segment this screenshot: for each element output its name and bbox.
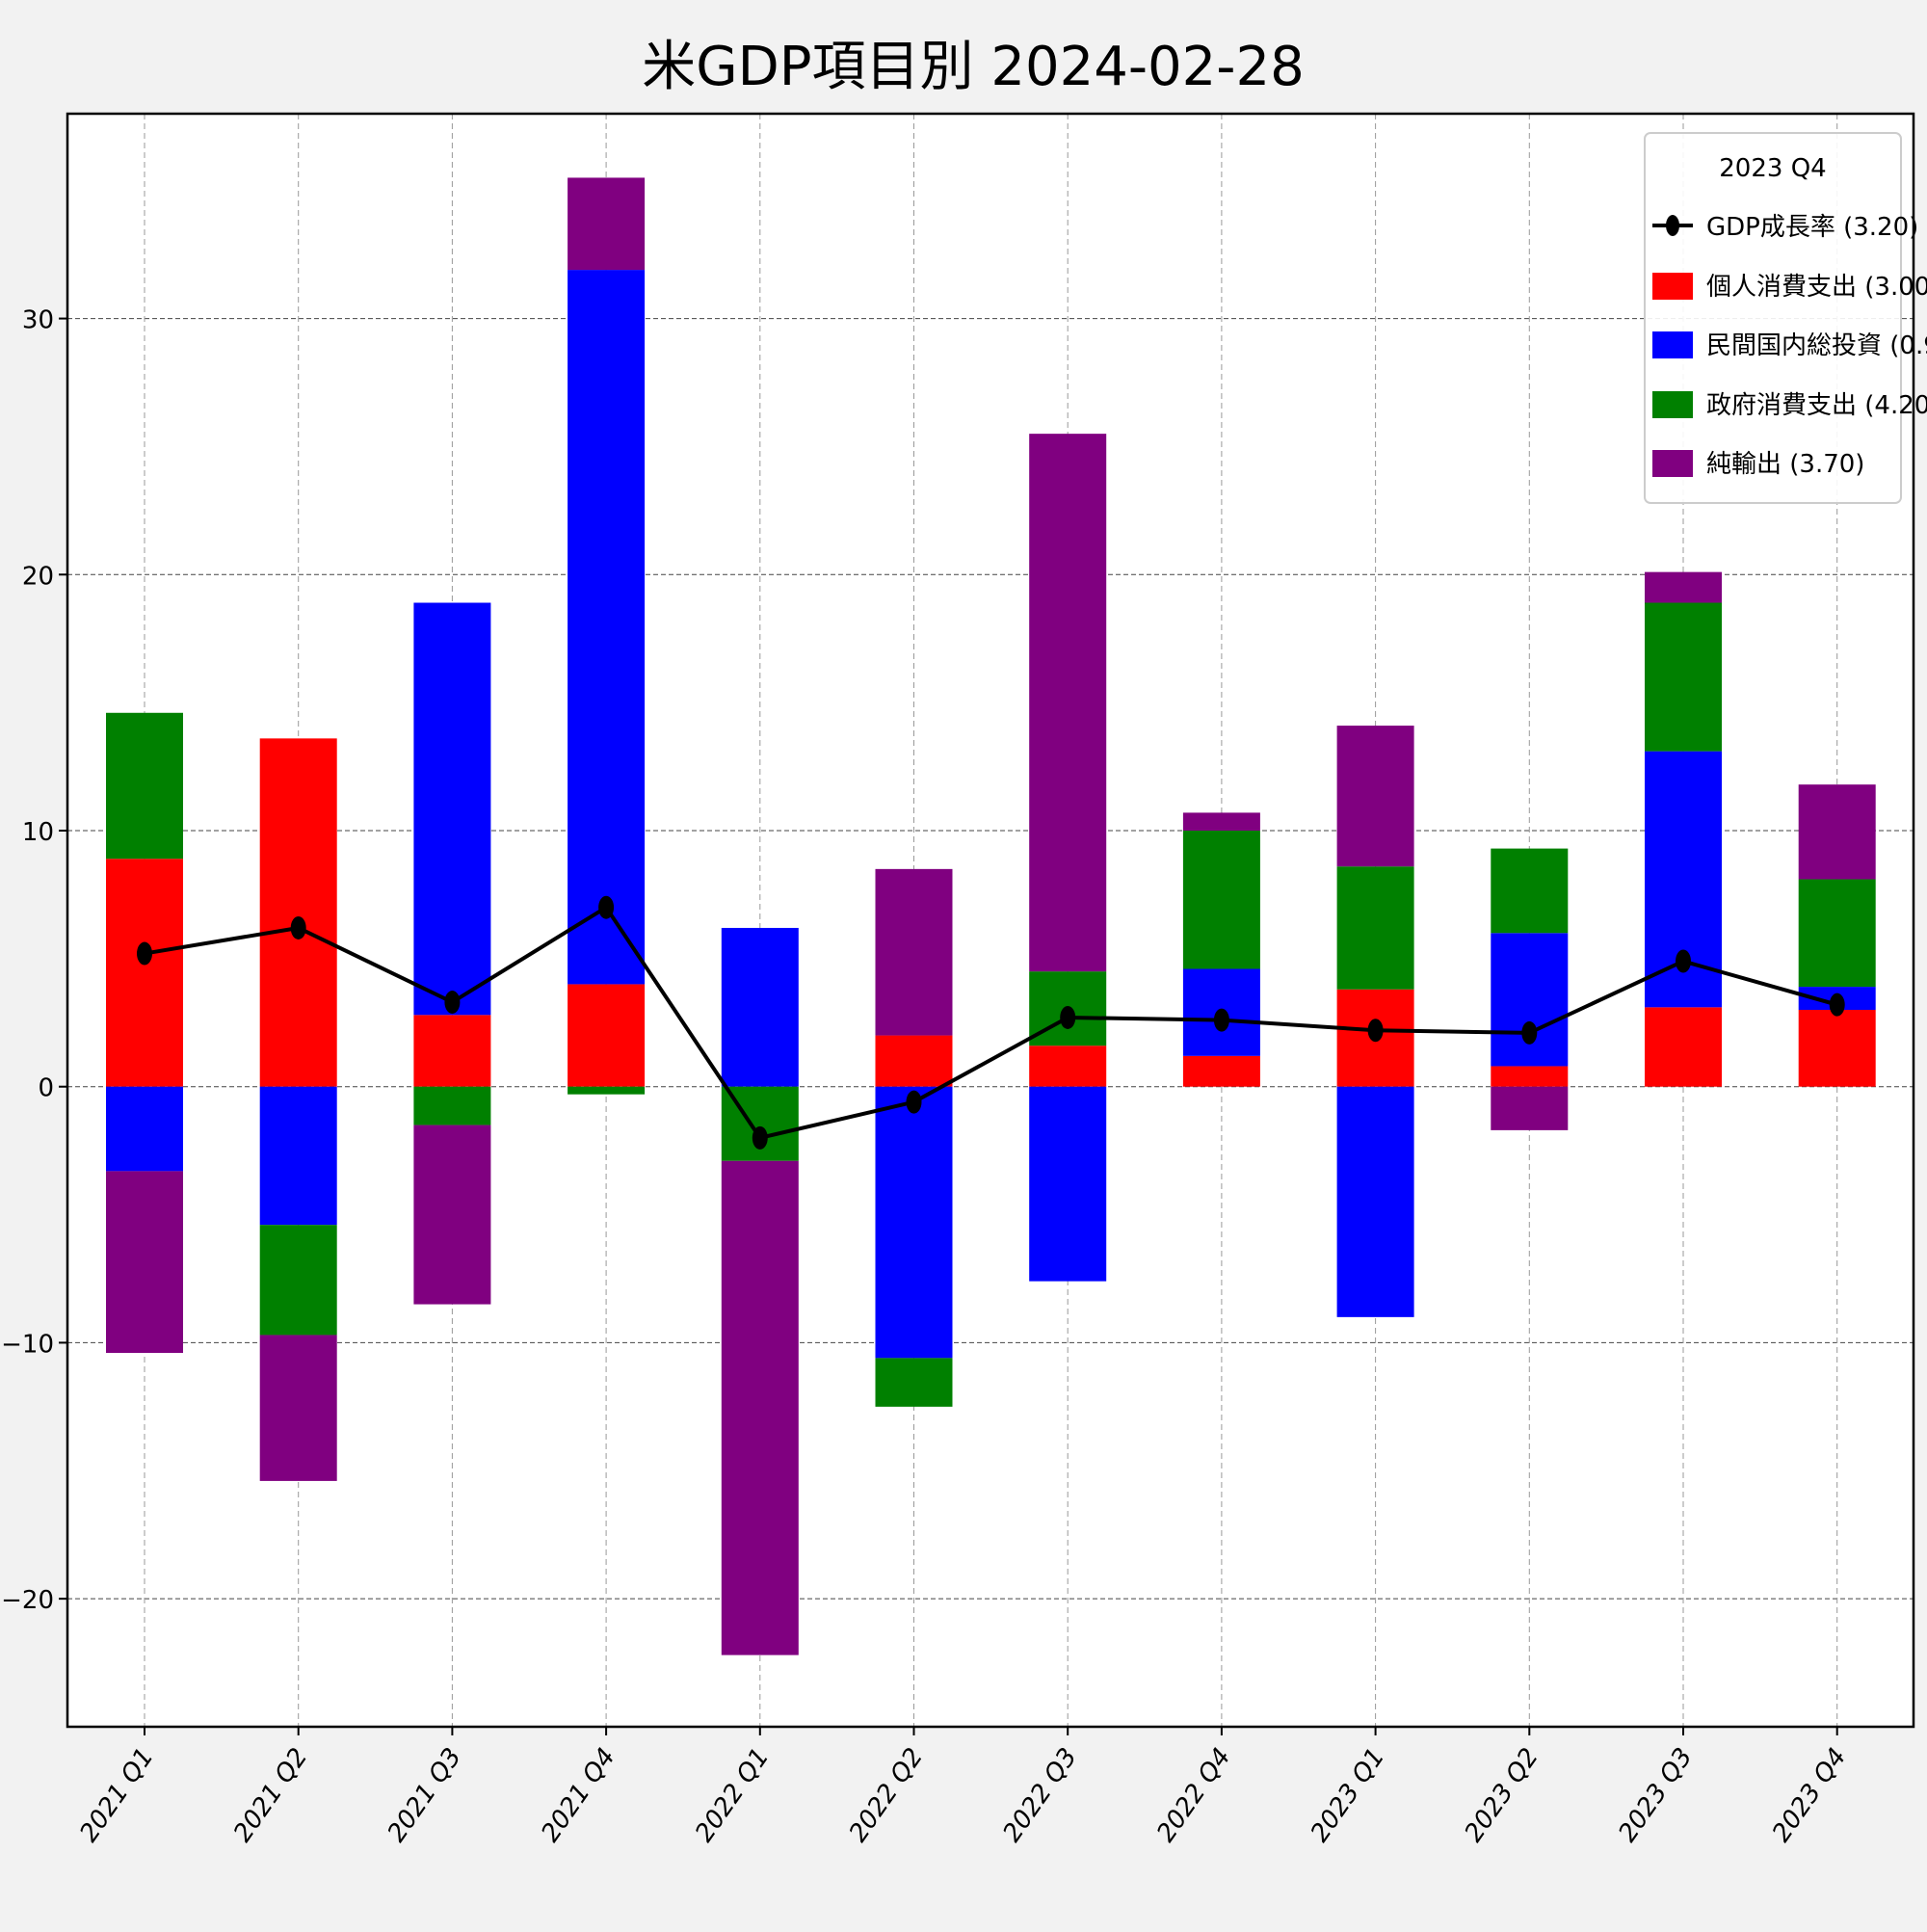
bar-segment-series-4 <box>106 1171 183 1354</box>
gdp-growth-point <box>598 895 615 919</box>
bar-segment-series-1 <box>413 1015 491 1087</box>
bar-segment-series-3 <box>1645 602 1722 752</box>
bar-segment-series-1 <box>259 738 337 1087</box>
x-tick-label: 2022 Q1 <box>690 1743 776 1848</box>
bar-segment-series-3 <box>106 712 183 860</box>
bar-segment-series-3 <box>568 1086 646 1095</box>
bar-segment-series-1 <box>875 1035 953 1087</box>
bar-segment-series-3 <box>1491 848 1569 934</box>
legend-swatch-red <box>1652 273 1693 300</box>
bar-segment-series-4 <box>1029 434 1107 972</box>
gdp-growth-point <box>290 915 306 940</box>
gdp-growth-point <box>1829 992 1845 1017</box>
x-tick-label: 2023 Q2 <box>1460 1743 1545 1848</box>
x-tick-label: 2021 Q1 <box>74 1743 160 1848</box>
gdp-growth-point <box>1521 1020 1538 1045</box>
x-tick-label: 2022 Q3 <box>997 1743 1083 1848</box>
gdp-growth-point <box>752 1125 768 1150</box>
bar-segment-series-3 <box>413 1086 491 1125</box>
legend-swatch-green <box>1652 391 1693 418</box>
legend-item-gdp-growth: GDP成長率 (3.20) <box>1652 213 1918 242</box>
legend-line-marker <box>1666 215 1679 236</box>
gdp-growth-line <box>144 905 1838 1141</box>
bar-segment-series-3 <box>1182 831 1260 969</box>
legend-swatch-purple <box>1652 450 1693 477</box>
bar-segment-series-4 <box>1491 1086 1569 1130</box>
legend-item-government-consumption: 政府消費支出 (4.20) <box>1652 391 1927 420</box>
x-tick-label: 2023 Q3 <box>1613 1743 1699 1848</box>
chart-title: 米GDP項目別 2024-02-28 <box>642 36 1305 98</box>
bar-segment-series-2 <box>1336 1086 1414 1317</box>
bar-segment-series-1 <box>1182 1055 1260 1087</box>
bar-segment-series-1 <box>568 984 646 1087</box>
plot-frame <box>66 112 1915 1729</box>
legend-box <box>1644 132 1902 504</box>
x-tick-label: 2021 Q2 <box>228 1743 314 1848</box>
y-tick-label: 30 <box>22 306 54 335</box>
legend-item-personal-consumption: 個人消費支出 (3.00) <box>1652 273 1927 302</box>
y-tick-label: −10 <box>1 1330 54 1359</box>
y-tick-label: 10 <box>22 818 54 847</box>
bar-segment-series-3 <box>1798 879 1876 988</box>
bar-segment-series-1 <box>106 859 183 1087</box>
legend-label-private-investment: 民間国内総投資 (0.90) <box>1706 331 1927 360</box>
bar-segment-series-4 <box>721 1160 799 1655</box>
y-tick-label: −20 <box>1 1586 54 1615</box>
y-axis: −20 −10 0 10 20 30 <box>1 306 67 1615</box>
gdp-growth-point <box>137 941 152 966</box>
x-tick-label: 2022 Q4 <box>1151 1743 1237 1848</box>
legend-swatch-blue <box>1652 331 1693 358</box>
bar-segment-series-2 <box>568 270 646 985</box>
gdp-growth-point <box>444 991 461 1015</box>
bar-segment-series-2 <box>1029 1086 1107 1282</box>
legend-item-private-investment: 民間国内総投資 (0.90) <box>1652 331 1927 360</box>
legend: 2023 Q4 GDP成長率 (3.20) 個人消費支出 (3.00) 民間国内… <box>1644 132 1927 504</box>
bar-segment-series-4 <box>259 1335 337 1481</box>
bar-segment-series-2 <box>106 1086 183 1172</box>
x-axis: 2021 Q1 2021 Q2 2021 Q3 2021 Q4 2022 Q1 2022 … <box>74 1727 1852 1847</box>
legend-label-gdp-growth: GDP成長率 (3.20) <box>1706 213 1918 242</box>
bar-segment-series-2 <box>259 1086 337 1226</box>
bar-segment-series-3 <box>1336 866 1414 990</box>
y-tick-label: 0 <box>38 1074 54 1103</box>
bar-segment-series-1 <box>1798 1010 1876 1087</box>
bar-segment-series-4 <box>1336 726 1414 867</box>
stacked-bars <box>106 177 1876 1655</box>
gdp-growth-point <box>1676 949 1691 973</box>
bar-segment-series-4 <box>1798 784 1876 880</box>
y-tick-label: 20 <box>22 562 54 591</box>
legend-item-net-exports: 純輸出 (3.70) <box>1652 450 1864 479</box>
gdp-growth-point <box>1213 1008 1229 1032</box>
bar-segment-series-2 <box>875 1086 953 1359</box>
bar-segment-series-2 <box>1491 933 1569 1067</box>
x-tick-label: 2023 Q1 <box>1306 1743 1391 1848</box>
legend-label-personal-consumption: 個人消費支出 (3.00) <box>1706 273 1927 302</box>
bar-segment-series-4 <box>568 177 646 271</box>
bar-segment-series-1 <box>1029 1045 1107 1087</box>
x-tick-label: 2021 Q4 <box>536 1743 621 1848</box>
bar-segment-series-3 <box>875 1358 953 1407</box>
x-tick-label: 2021 Q3 <box>383 1743 468 1848</box>
plot-area <box>67 114 1914 1727</box>
bar-segment-series-4 <box>875 868 953 1036</box>
bar-segment-series-4 <box>1182 812 1260 831</box>
legend-label-net-exports: 純輸出 (3.70) <box>1706 450 1864 479</box>
legend-label-government-consumption: 政府消費支出 (4.20) <box>1706 391 1927 420</box>
gdp-growth-point <box>906 1090 922 1114</box>
legend-title: 2023 Q4 <box>1719 154 1826 183</box>
bar-segment-series-2 <box>721 927 799 1087</box>
x-tick-label: 2022 Q2 <box>844 1743 930 1848</box>
bar-segment-series-4 <box>413 1125 491 1305</box>
bar-segment-series-1 <box>1491 1066 1569 1087</box>
gdp-growth-line-layer <box>137 895 1845 1150</box>
bar-segment-series-4 <box>1645 571 1722 603</box>
x-tick-label: 2023 Q4 <box>1767 1743 1853 1848</box>
bar-segment-series-1 <box>1645 1007 1722 1087</box>
gdp-growth-point <box>1060 1005 1076 1029</box>
gdp-growth-point <box>1367 1019 1384 1043</box>
bar-segment-series-3 <box>259 1225 337 1336</box>
bar-segment-series-2 <box>413 602 491 1016</box>
